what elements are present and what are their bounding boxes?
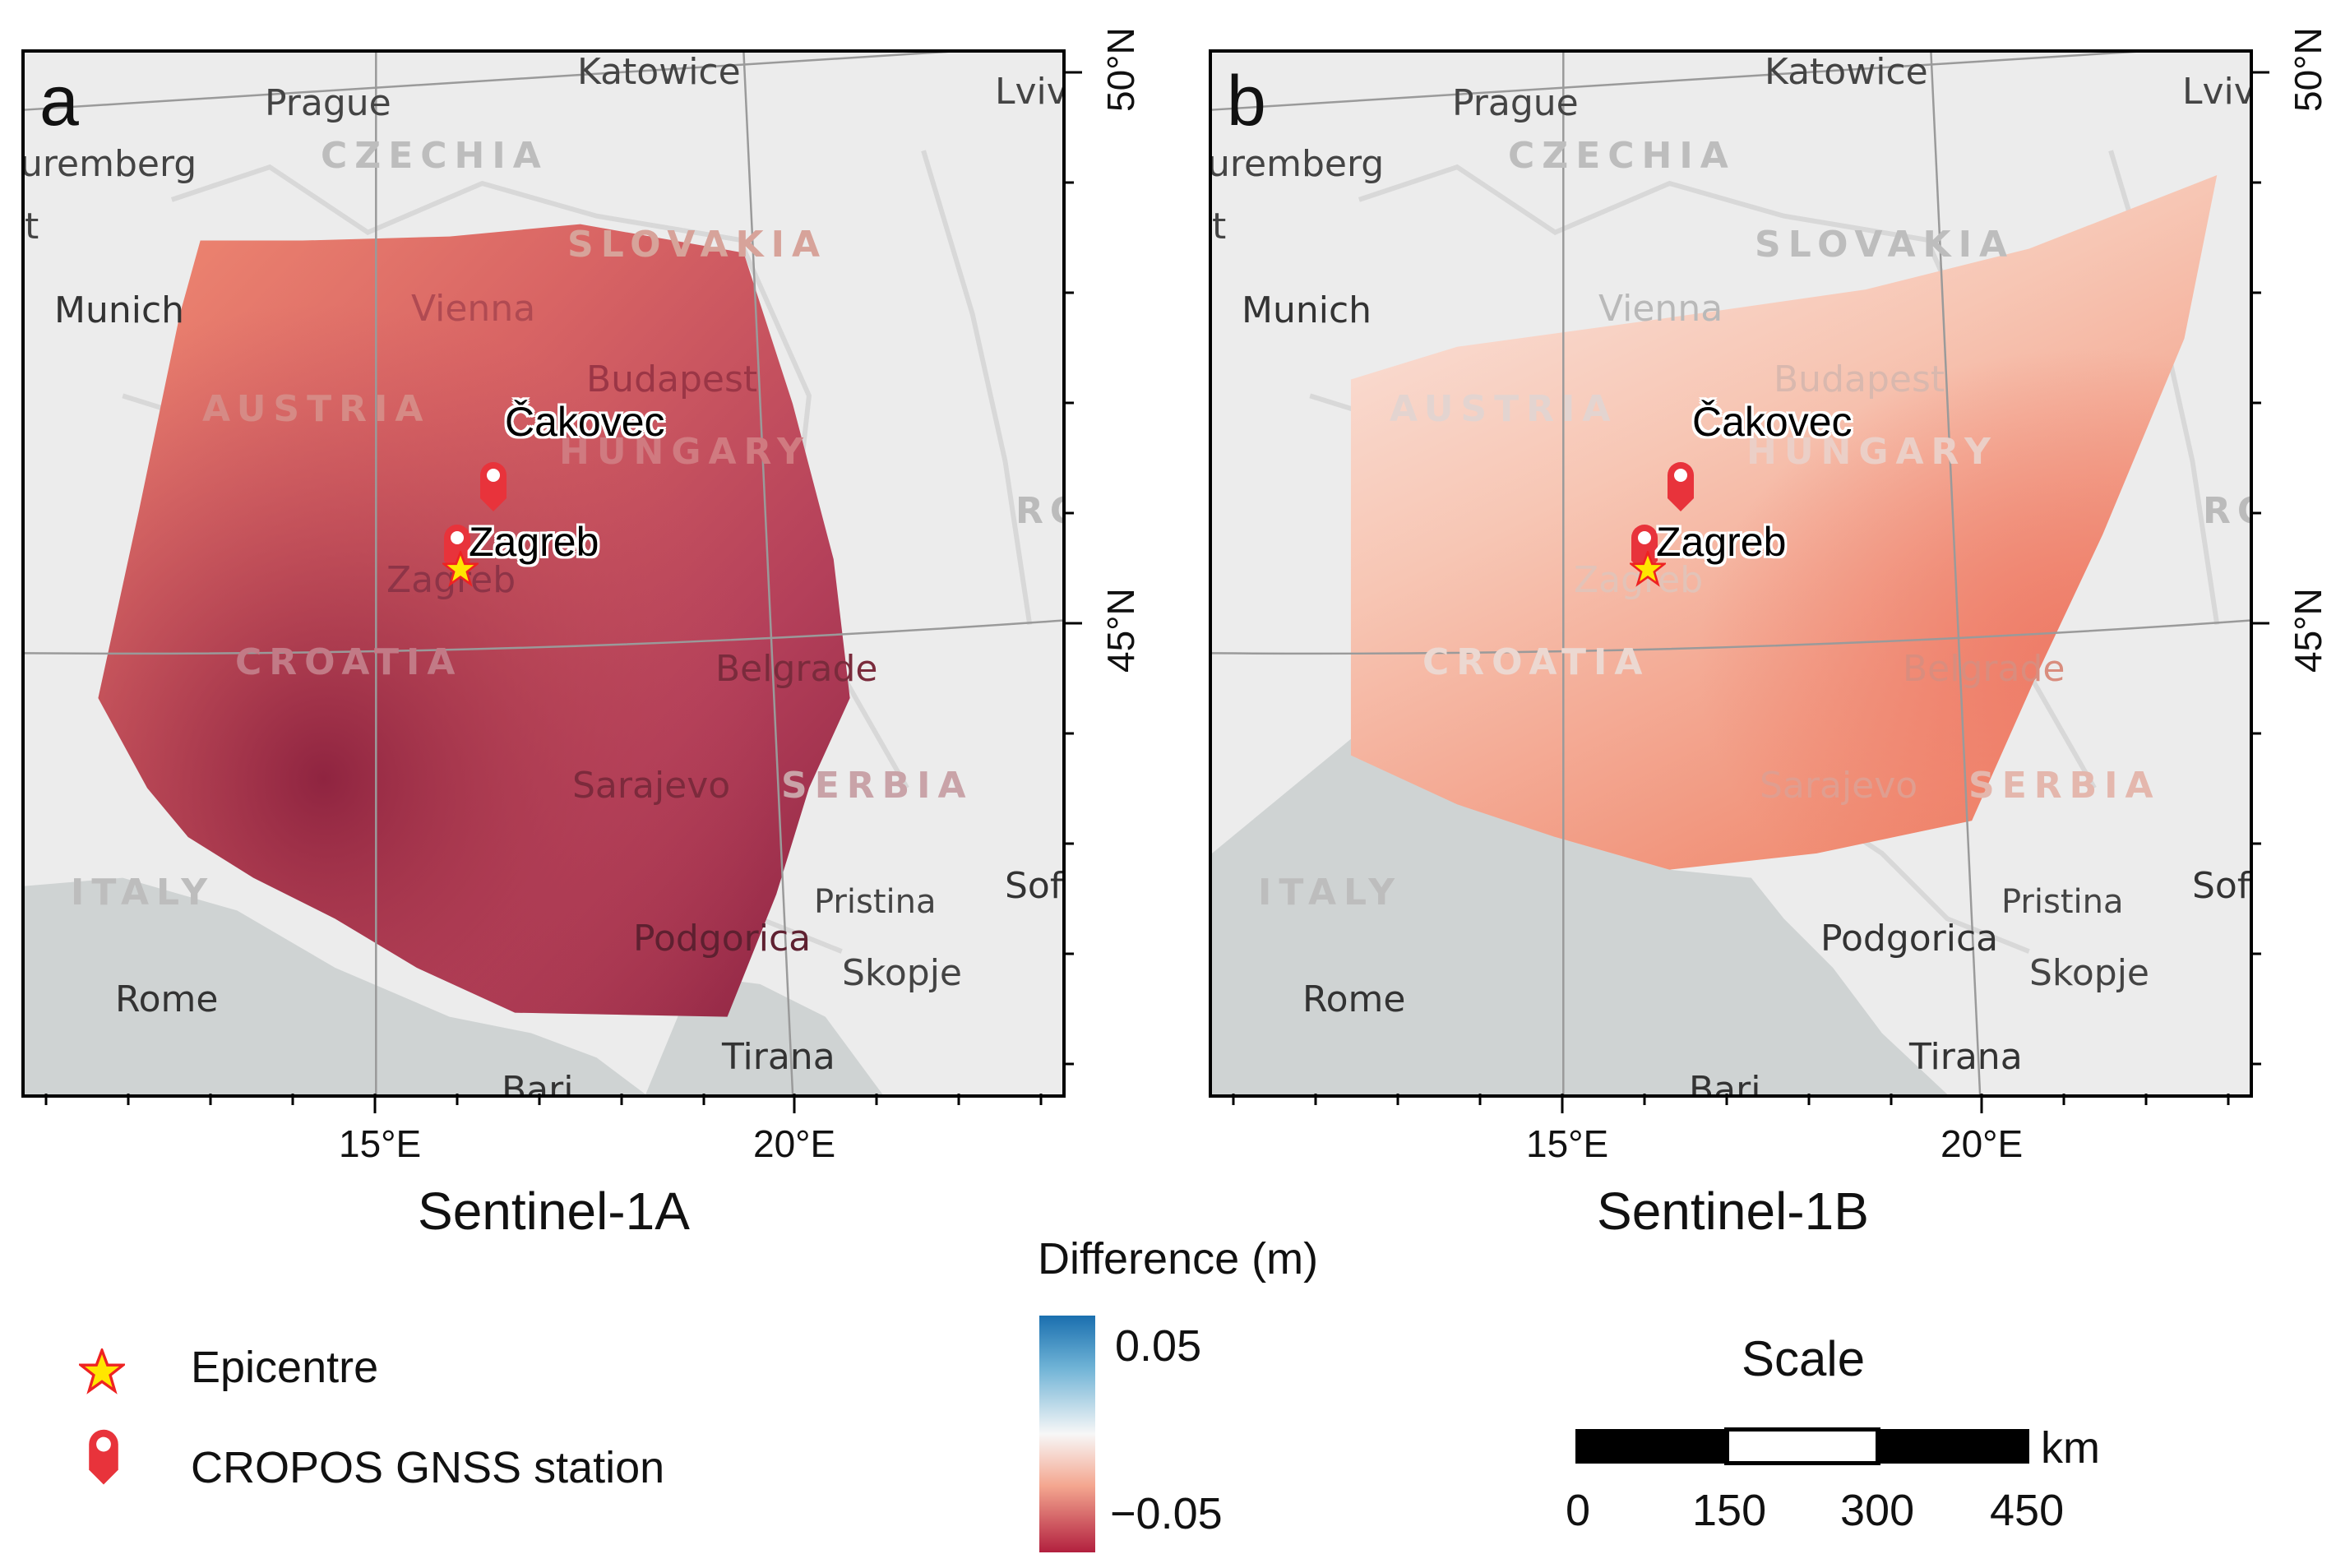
city-nuremberg-b: uremberg bbox=[1209, 143, 1385, 185]
country-serbia-b: SERBIA bbox=[1968, 765, 2161, 807]
station-pin-cakovec-b bbox=[1668, 462, 1694, 511]
city-pristina-b: Pristina bbox=[2001, 883, 2124, 921]
city-partial-t-b: t bbox=[1212, 206, 1227, 247]
city-sarajevo: Sarajevo bbox=[572, 765, 731, 807]
map-panel-a: a Katowice Prague Lviv uremberg t CZECHI… bbox=[21, 49, 1066, 1098]
city-partial-t: t bbox=[25, 206, 39, 247]
city-rome: Rome bbox=[115, 978, 219, 1020]
colorbar-title: Difference (m) bbox=[1038, 1234, 1319, 1284]
scale-tick-300: 300 bbox=[1840, 1486, 1915, 1535]
city-tirana-b: Tirana bbox=[1909, 1036, 2023, 1078]
country-croatia-b: CROATIA bbox=[1422, 641, 1650, 683]
difference-map-a bbox=[25, 53, 1062, 1094]
country-serbia: SERBIA bbox=[781, 765, 974, 807]
colorbar-gradient bbox=[1039, 1316, 1095, 1552]
city-katowice-b: Katowice bbox=[1765, 51, 1928, 93]
city-sofia: Sofi bbox=[1005, 865, 1062, 907]
y-ticks-a bbox=[1062, 71, 1082, 1066]
city-romania-partial: RO bbox=[1015, 490, 1062, 532]
scale-tick-150: 150 bbox=[1692, 1486, 1767, 1535]
epicentre-star-a bbox=[442, 551, 479, 587]
city-prague: Prague bbox=[265, 82, 391, 124]
legend-epicentre-icon bbox=[79, 1348, 125, 1395]
city-skopje-b: Skopje bbox=[2029, 952, 2149, 994]
lat-tick-50-a: 50°N bbox=[1099, 27, 1142, 112]
epicentre-star-b bbox=[1630, 551, 1666, 587]
city-munich-b: Munich bbox=[1242, 289, 1372, 331]
city-budapest-b: Budapest bbox=[1774, 358, 1945, 400]
lon-tick-20-b: 20°E bbox=[1940, 1122, 2024, 1165]
lat-tick-50-b: 50°N bbox=[2287, 27, 2329, 112]
country-czechia: CZECHIA bbox=[321, 135, 548, 177]
panel-letter-b: b bbox=[1227, 62, 1266, 141]
city-pristina: Pristina bbox=[814, 883, 937, 921]
sensor-title-a: Sentinel-1A bbox=[418, 1182, 690, 1241]
sensor-title-b: Sentinel-1B bbox=[1597, 1182, 1869, 1241]
city-katowice: Katowice bbox=[577, 51, 741, 93]
country-italy: ITALY bbox=[71, 872, 215, 914]
country-austria: AUSTRIA bbox=[202, 388, 431, 430]
city-vienna: Vienna bbox=[411, 288, 536, 330]
legend-station-icon bbox=[89, 1429, 118, 1485]
city-podgorica: Podgorica bbox=[633, 918, 812, 960]
country-czechia-b: CZECHIA bbox=[1508, 135, 1736, 177]
country-hungary: HUNGARY bbox=[559, 431, 811, 473]
lon-tick-20-a: 20°E bbox=[753, 1122, 836, 1165]
city-sofia-b: Sofi bbox=[2192, 865, 2250, 907]
y-ticks-b bbox=[2250, 71, 2269, 1066]
city-belgrade: Belgrade bbox=[715, 648, 878, 690]
lon-tick-15-b: 15°E bbox=[1526, 1122, 1609, 1165]
legend-epicentre-label: Epicentre bbox=[191, 1343, 379, 1392]
city-belgrade-b: Belgrade bbox=[1903, 648, 2065, 690]
lon-tick-15-a: 15°E bbox=[339, 1122, 422, 1165]
country-slovakia-b: SLOVAKIA bbox=[1755, 224, 2015, 266]
city-romania-partial-b: RO bbox=[2203, 490, 2250, 532]
country-slovakia: SLOVAKIA bbox=[567, 224, 828, 266]
station-label-cakovec-b: Čakovec bbox=[1692, 399, 1853, 445]
city-budapest: Budapest bbox=[586, 358, 758, 400]
country-hungary-b: HUNGARY bbox=[1746, 431, 1998, 473]
station-label-zagreb: Zagreb bbox=[469, 519, 599, 565]
x-ticks-b bbox=[1232, 1094, 2230, 1113]
city-podgorica-b: Podgorica bbox=[1820, 918, 1999, 960]
station-label-cakovec: Čakovec bbox=[505, 399, 665, 445]
legend-station-label: CROPOS GNSS station bbox=[191, 1443, 665, 1492]
city-lviv: Lviv bbox=[995, 71, 1066, 113]
station-label-zagreb-b: Zagreb bbox=[1656, 519, 1787, 565]
city-skopje: Skopje bbox=[842, 952, 962, 994]
colorbar-max-label: 0.05 bbox=[1115, 1321, 1202, 1371]
map-panel-b: b Katowice Prague Lviv uremberg t CZECHI… bbox=[1209, 49, 2253, 1098]
city-munich: Munich bbox=[54, 289, 185, 331]
panel-letter-a: a bbox=[39, 62, 79, 141]
city-bari-b: Bari bbox=[1689, 1069, 1761, 1098]
city-prague-b: Prague bbox=[1452, 82, 1579, 124]
scale-tick-0: 0 bbox=[1566, 1486, 1591, 1535]
scale-unit: km bbox=[2041, 1423, 2100, 1473]
city-vienna-b: Vienna bbox=[1598, 288, 1723, 330]
city-tirana: Tirana bbox=[722, 1036, 835, 1078]
city-sarajevo-b: Sarajevo bbox=[1760, 765, 1918, 807]
scale-bar-graphic bbox=[1575, 1427, 2029, 1465]
difference-map-b bbox=[1212, 53, 2250, 1094]
city-nuremberg: uremberg bbox=[21, 143, 197, 185]
station-pin-cakovec bbox=[480, 462, 507, 511]
lat-tick-45-a: 45°N bbox=[1099, 588, 1142, 673]
lat-tick-45-b: 45°N bbox=[2287, 588, 2329, 673]
country-austria-b: AUSTRIA bbox=[1390, 388, 1618, 430]
city-lviv-b: Lviv bbox=[2182, 71, 2253, 113]
country-italy-b: ITALY bbox=[1258, 872, 1403, 914]
city-bari: Bari bbox=[502, 1069, 574, 1098]
scale-title: Scale bbox=[1742, 1331, 1866, 1386]
x-ticks-a bbox=[44, 1094, 1043, 1113]
city-rome-b: Rome bbox=[1302, 978, 1406, 1020]
colorbar-min-label: −0.05 bbox=[1110, 1489, 1223, 1538]
scale-tick-450: 450 bbox=[1990, 1486, 2065, 1535]
country-croatia: CROATIA bbox=[235, 641, 463, 683]
